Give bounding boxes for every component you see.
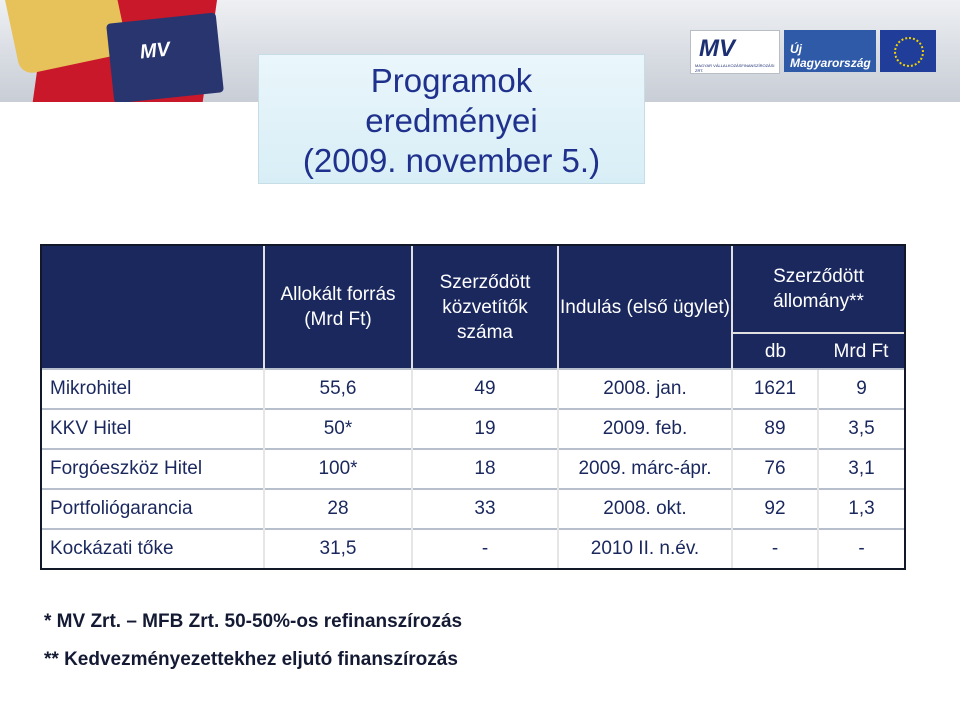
row-label: Mikrohitel: [42, 368, 264, 409]
cell-indulas: 2008. jan.: [557, 368, 732, 409]
decorative-cubes-image: MV: [0, 0, 250, 102]
cell-kozvetitok: 19: [411, 408, 558, 449]
cube-mv-mark: MV: [138, 38, 172, 64]
cell-indulas: 2009. márc-ápr.: [557, 448, 732, 489]
slide-title-line3: (2009. november 5.): [302, 142, 601, 179]
cell-forras: 55,6: [263, 368, 412, 409]
header-kozvetitok-szama: Szerződött közvetítők száma: [411, 246, 558, 369]
mv-zrt-logo-text: MAGYAR VÁLLALKOZÁSFINANSZÍROZÁSI ZRT.: [695, 63, 775, 73]
cell-kozvetitok: -: [411, 528, 558, 568]
cell-mrd: -: [817, 528, 904, 568]
uj-magyarorszag-logo: Új Magyarország: [784, 30, 876, 72]
cell-mrd: 1,3: [817, 488, 904, 529]
cell-indulas: 2010 II. n.év.: [557, 528, 732, 568]
cell-db: 92: [731, 488, 818, 529]
mv-zrt-logo: MV MAGYAR VÁLLALKOZÁSFINANSZÍROZÁSI ZRT.: [690, 30, 780, 74]
uj-magyarorszag-logo-text: Új Magyarország: [790, 42, 871, 70]
row-label: Kockázati tőke: [42, 528, 264, 568]
subheader-db: db: [731, 332, 818, 369]
table-row: KKV Hitel 50* 19 2009. feb. 89 3,5: [42, 408, 904, 449]
header-allokalt-forras: Allokált forrás (Mrd Ft): [263, 246, 412, 369]
cell-db: 89: [731, 408, 818, 449]
table-row: Forgóeszköz Hitel 100* 18 2009. márc-ápr…: [42, 448, 904, 489]
cell-kozvetitok: 33: [411, 488, 558, 529]
header-szerzodott-allomany: Szerződött állomány**: [731, 246, 904, 333]
cell-indulas: 2009. feb.: [557, 408, 732, 449]
slide-title-line2: eredményei: [365, 102, 538, 139]
table-row: Portfoliógarancia 28 33 2008. okt. 92 1,…: [42, 488, 904, 529]
cell-forras: 100*: [263, 448, 412, 489]
cell-mrd: 9: [817, 368, 904, 409]
header-indulas: Indulás (első ügylet): [557, 246, 732, 369]
slide-title-box: Programok eredményei (2009. november 5.): [258, 54, 645, 184]
table-row: Mikrohitel 55,6 49 2008. jan. 1621 9: [42, 368, 904, 409]
row-label: KKV Hitel: [42, 408, 264, 449]
cell-forras: 31,5: [263, 528, 412, 568]
cell-kozvetitok: 18: [411, 448, 558, 489]
footnote-refinancing: * MV Zrt. – MFB Zrt. 50-50%-os refinansz…: [44, 611, 463, 632]
slide-title-line1: Programok: [370, 62, 533, 99]
cell-kozvetitok: 49: [411, 368, 558, 409]
table-row: Kockázati tőke 31,5 - 2010 II. n.év. - -: [42, 528, 904, 568]
cell-db: 1621: [731, 368, 818, 409]
cell-mrd: 3,5: [817, 408, 904, 449]
row-label: Forgóeszköz Hitel: [42, 448, 264, 489]
footnote-beneficiaries: ** Kedvezményezettekhez eljutó finanszír…: [44, 649, 458, 670]
mv-zrt-logo-mark: MV: [699, 35, 735, 62]
results-table: Allokált forrás (Mrd Ft) Szerződött közv…: [40, 244, 906, 570]
cell-forras: 28: [263, 488, 412, 529]
cell-db: 76: [731, 448, 818, 489]
header-empty-cell: [42, 246, 264, 369]
eu-flag-logo: [880, 30, 936, 72]
cell-indulas: 2008. okt.: [557, 488, 732, 529]
cell-forras: 50*: [263, 408, 412, 449]
subheader-mrd-ft: Mrd Ft: [818, 332, 904, 369]
cell-mrd: 3,1: [817, 448, 904, 489]
row-label: Portfoliógarancia: [42, 488, 264, 529]
cell-db: -: [731, 528, 818, 568]
eu-stars-icon: [894, 37, 924, 67]
